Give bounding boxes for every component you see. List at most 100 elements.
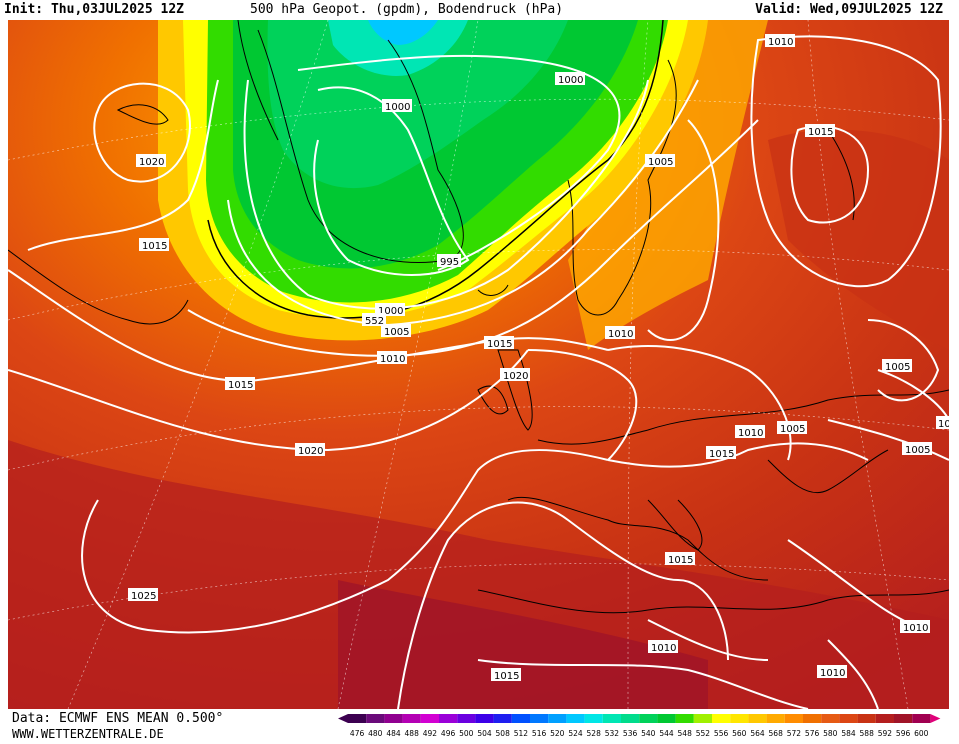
- isobar-1005-scand: [647, 119, 720, 341]
- isobar-label: 1020: [136, 154, 166, 168]
- svg-text:1010: 1010: [608, 329, 633, 340]
- legend-tick-label: 484: [386, 729, 401, 738]
- legend-swatch: [675, 714, 694, 723]
- isobar-label: 1025: [128, 588, 158, 602]
- isobar-1015-atlantic: [8, 269, 609, 382]
- warm-band-south: [8, 440, 949, 709]
- isobar-labels: 1020 1015 1000 1000 995 1000 552 1005 10…: [128, 34, 949, 682]
- coast-europe-north: [537, 389, 949, 445]
- ridge-scandinavia: [568, 20, 768, 350]
- legend-swatch: [420, 714, 439, 723]
- legend-swatch: [912, 714, 931, 723]
- legend-tick-label: 512: [514, 729, 529, 738]
- legend-tick-label: 540: [641, 729, 656, 738]
- isobar-1000-south: [243, 79, 649, 310]
- svg-text:1020: 1020: [298, 446, 323, 457]
- weather-map: 1020 1015 1000 1000 995 1000 552 1005 10…: [8, 20, 949, 709]
- legend-swatch: [657, 714, 676, 723]
- svg-text:995: 995: [440, 257, 459, 268]
- isobar-label: 1015: [805, 124, 835, 138]
- svg-text:1015: 1015: [494, 671, 519, 682]
- svg-text:1005: 1005: [780, 424, 805, 435]
- svg-text:552: 552: [365, 316, 384, 327]
- legend-swatch: [402, 714, 421, 723]
- legend-tick-label: 480: [368, 729, 383, 738]
- isobar-label: 1010: [765, 34, 795, 48]
- isobar-label: 1000: [375, 303, 405, 317]
- legend-swatch: [857, 714, 876, 723]
- isobar-1010-africa: [647, 619, 769, 661]
- legend-tick-label: 548: [678, 729, 693, 738]
- svg-text:1010: 1010: [380, 354, 405, 365]
- svg-text:1000: 1000: [378, 306, 403, 317]
- legend-tick-label: 528: [587, 729, 602, 738]
- legend-swatch: [766, 714, 785, 723]
- isobar-1005-southeast: [827, 419, 949, 461]
- legend-tick-label: 476: [350, 729, 365, 738]
- isobar-1015-russia: [790, 125, 870, 224]
- legend-tick-label: 600: [914, 729, 929, 738]
- legend-tick-label: 572: [787, 729, 802, 738]
- isobar-label: 1005: [645, 154, 675, 168]
- legend-tick-label: 588: [860, 729, 875, 738]
- legend-swatch: [748, 714, 767, 723]
- legend-tick-label: 564: [750, 729, 765, 738]
- valid-time-label: Valid: Wed,09JUL2025 12Z: [755, 2, 943, 17]
- color-legend-scale: 476 480 484 488 492 496 500 504 508 512 516 520 524 5…: [338, 714, 941, 738]
- legend-tick-label: 536: [623, 729, 638, 738]
- svg-text:1010: 1010: [768, 37, 793, 48]
- color-legend: 476 480 484 488 492 496 500 504 508 512 516 520 524 5…: [336, 712, 956, 740]
- isobar-1005-east: [877, 369, 949, 421]
- legend-swatch: [875, 714, 894, 723]
- svg-text:1015: 1015: [668, 555, 693, 566]
- legend-swatch: [621, 714, 640, 723]
- svg-text:1010: 1010: [820, 668, 845, 679]
- warm-core-africa: [338, 580, 708, 709]
- isobar-1015-europe: [607, 442, 869, 468]
- legend-tick-label: 568: [769, 729, 784, 738]
- isobar-label: 1010: [648, 640, 678, 654]
- isobar-label: 1005: [381, 324, 411, 338]
- svg-text:1020: 1020: [139, 157, 164, 168]
- coast-north-africa: [477, 589, 949, 614]
- isobar-label: 1000: [555, 72, 585, 86]
- coast-italy: [647, 499, 703, 551]
- isobar-1020-uk: [527, 349, 638, 461]
- svg-text:1015: 1015: [228, 380, 253, 391]
- isobar-1010-east: [867, 319, 940, 402]
- legend-swatch: [475, 714, 494, 723]
- legend-swatch: [693, 714, 712, 723]
- isobar-label: 552: [362, 313, 386, 327]
- weather-map-canvas: 1020 1015 1000 1000 995 1000 552 1005 10…: [8, 20, 949, 709]
- coast-baffin: [116, 104, 169, 125]
- legend-swatch: [457, 714, 476, 723]
- legend-swatch: [602, 714, 621, 723]
- isobar-1005: [227, 79, 699, 327]
- website-label: WWW.WETTERZENTRALE.DE: [12, 727, 164, 741]
- legend-arrow-right: [930, 714, 941, 723]
- legend-swatch: [366, 714, 385, 723]
- svg-text:1015: 1015: [487, 339, 512, 350]
- isobar-label: 10: [936, 416, 949, 430]
- svg-text:1025: 1025: [131, 591, 156, 602]
- legend-swatch: [439, 714, 458, 723]
- isobar-label: 1020: [295, 443, 325, 457]
- svg-text:1015: 1015: [709, 449, 734, 460]
- legend-tick-label: 556: [714, 729, 729, 738]
- legend-swatch: [784, 714, 803, 723]
- trough-core-cyan: [368, 20, 438, 45]
- svg-text:1005: 1005: [905, 445, 930, 456]
- legend-tick-label: 544: [659, 729, 674, 738]
- svg-text:1005: 1005: [885, 362, 910, 373]
- legend-swatch: [803, 714, 822, 723]
- legend-swatch: [894, 714, 913, 723]
- isobar-1025: [81, 449, 609, 634]
- legend-swatch: [348, 714, 367, 723]
- isobar-label: 1010: [377, 351, 407, 365]
- data-source-label: Data: ECMWF ENS MEAN 0.500°: [12, 711, 224, 726]
- coast-ireland: [477, 385, 509, 415]
- init-time-label: Init: Thu,03JUL2025 12Z: [4, 2, 185, 17]
- legend-tick-label: 524: [568, 729, 583, 738]
- isobar-label: 1000: [382, 99, 412, 113]
- svg-text:1000: 1000: [558, 75, 583, 86]
